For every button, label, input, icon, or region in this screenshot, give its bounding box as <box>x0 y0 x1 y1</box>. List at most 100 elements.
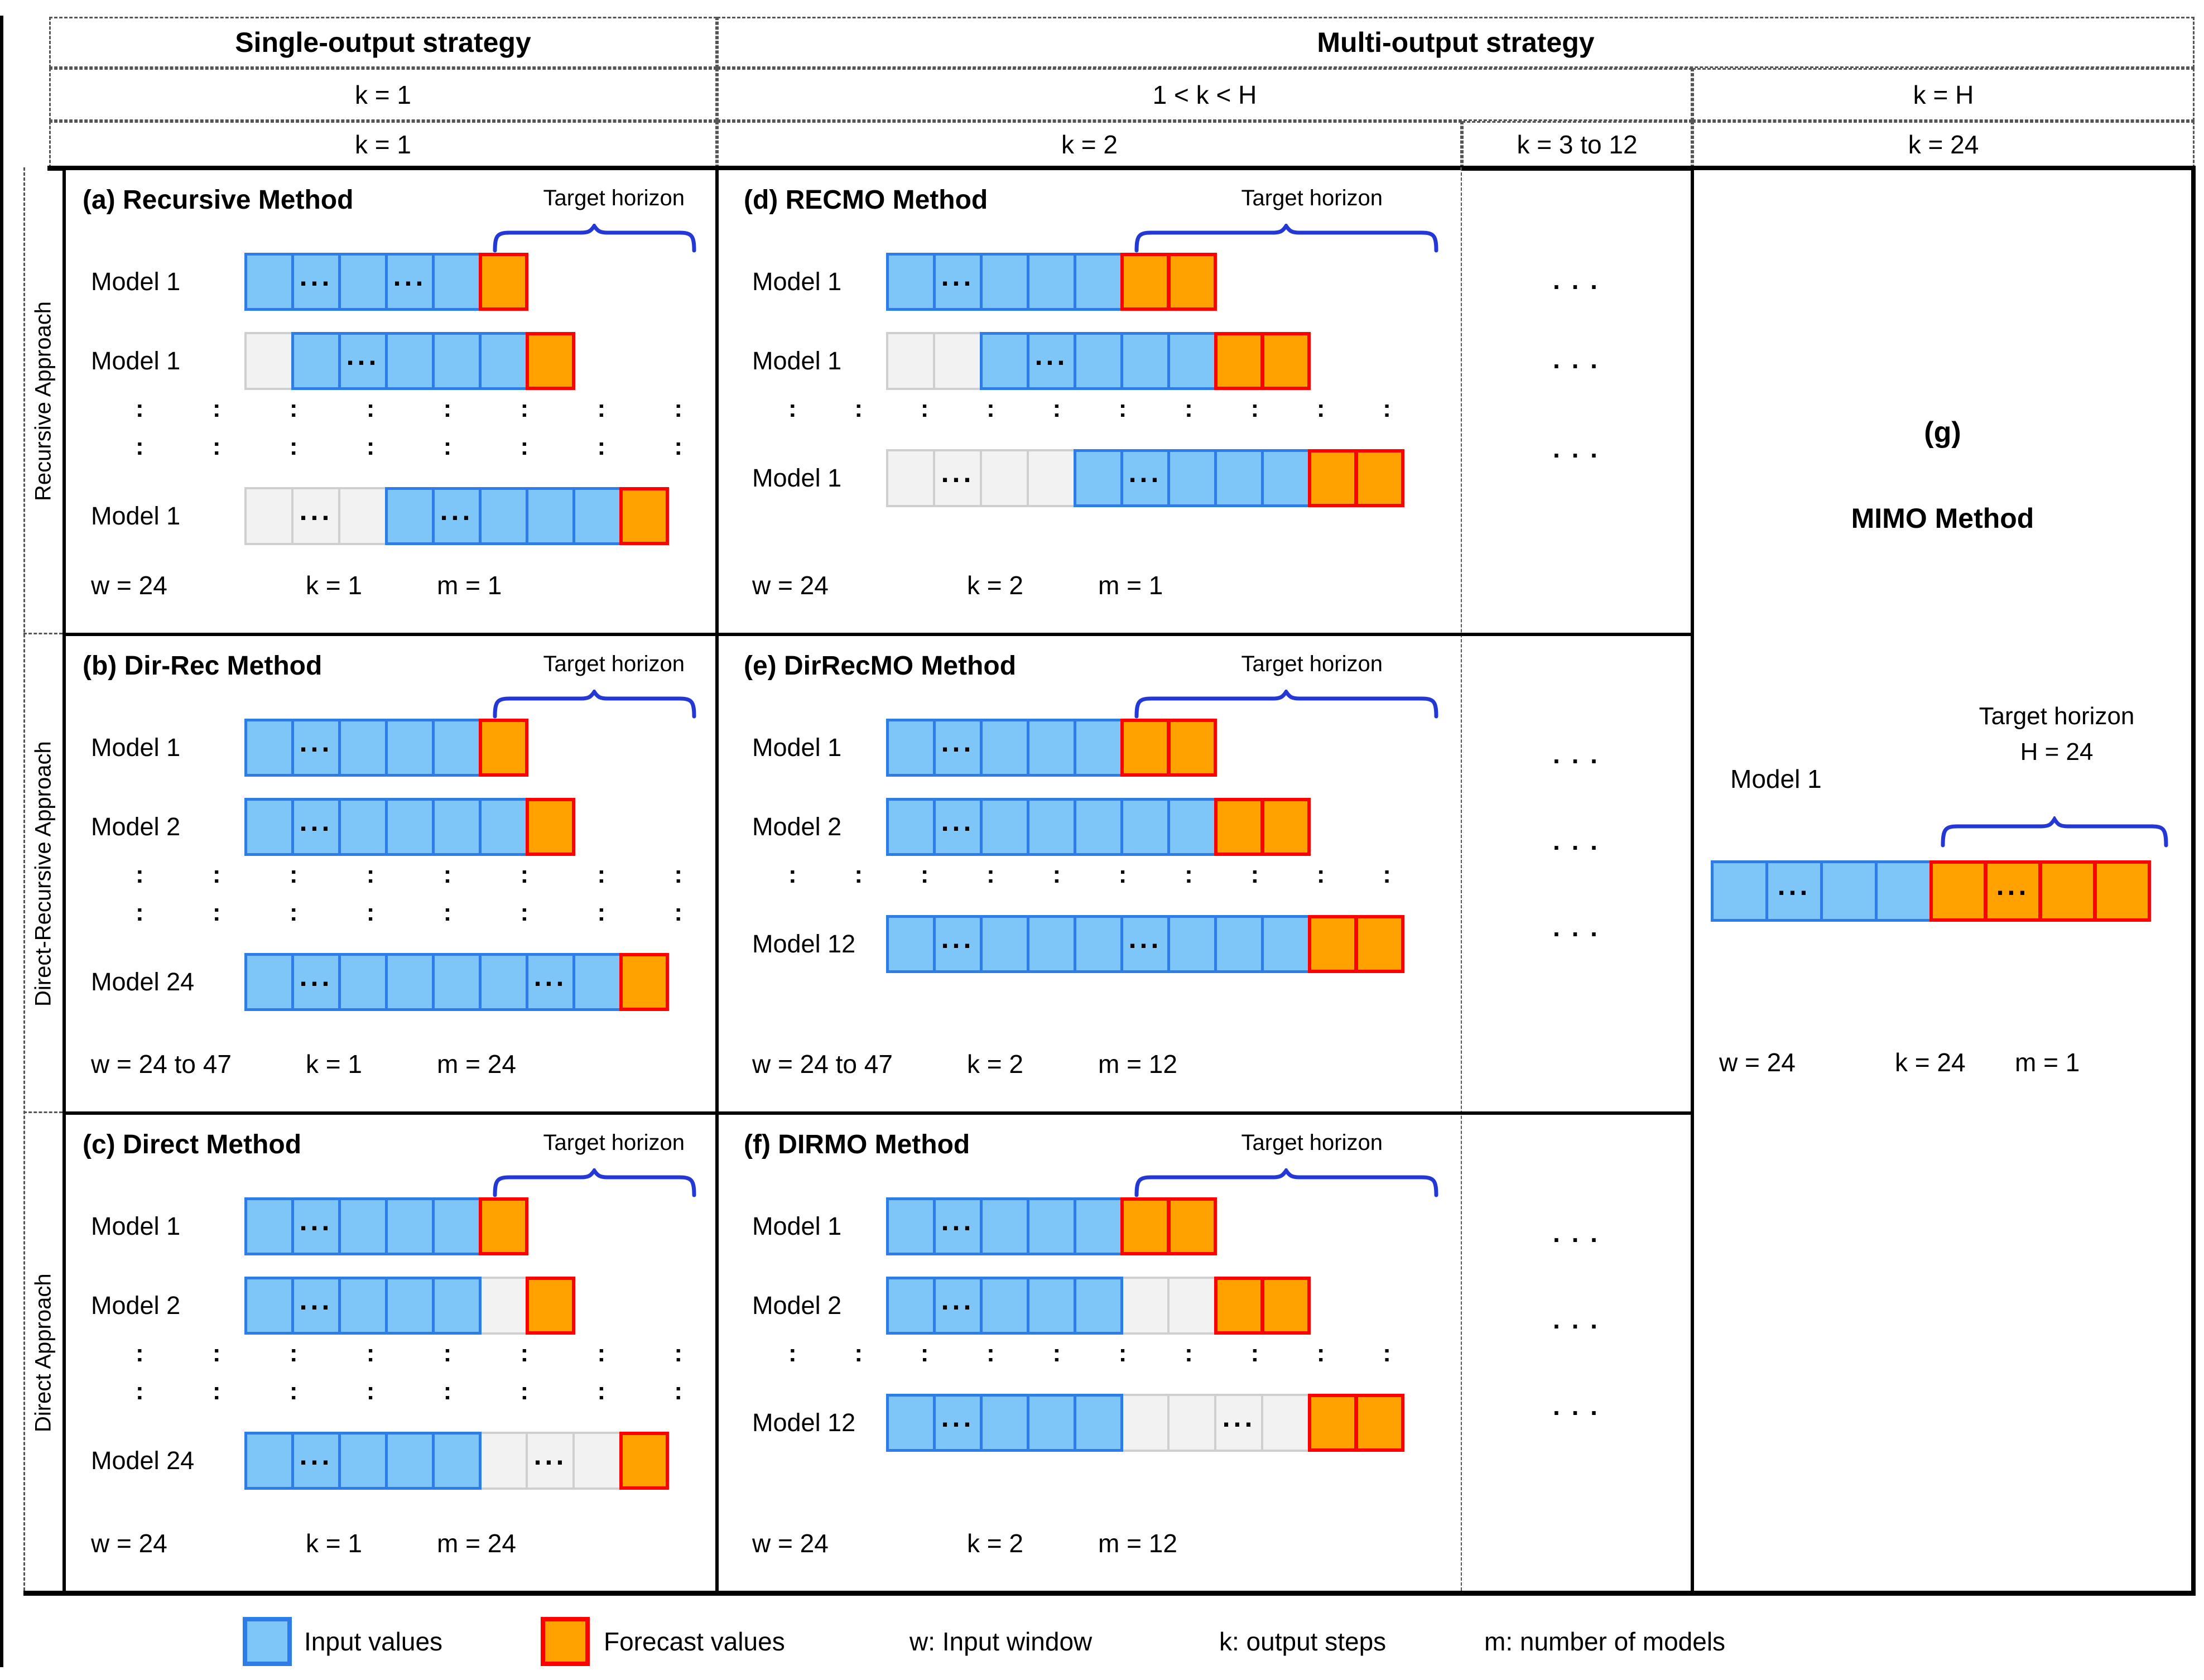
target-horizon-label: Target horizon <box>1241 186 1383 210</box>
vertical-dots-row: :::::::: <box>83 898 682 927</box>
caption-w: w = 24 to 47 <box>752 1050 893 1079</box>
vertical-dots: : <box>520 1378 529 1405</box>
vertical-dots: : <box>1185 1340 1193 1367</box>
model-label: Model 1 <box>752 267 842 296</box>
input-cell <box>1074 332 1123 390</box>
model-row: Model 12...... <box>744 915 1436 973</box>
vertical-dots: : <box>1383 861 1391 888</box>
caption-m: m = 1 <box>437 571 502 600</box>
model-label: Model 1 <box>752 1212 842 1240</box>
model-row: Model 1... <box>744 253 1436 311</box>
band-divider-2 <box>62 1111 1692 1115</box>
vertical-dots-row: :::::::: <box>83 1339 682 1368</box>
vertical-dots: : <box>136 899 144 926</box>
target-horizon-brace-row <box>744 686 1438 719</box>
input-cell: ... <box>933 719 983 777</box>
target-horizon-brace-row <box>83 686 699 719</box>
target-horizon-brace <box>493 224 696 253</box>
panel-g-mimo-method: (g) MIMO Method Model 1 Target horizon H… <box>1694 170 2191 1591</box>
input-cell <box>1027 798 1076 856</box>
vertical-dots: : <box>520 433 529 460</box>
panel-d-recmo-method: (d) RECMO Method Target horizon Model 1.… <box>719 170 1461 633</box>
vertical-dots: : <box>1052 861 1061 888</box>
input-cell: ... <box>933 1394 983 1452</box>
empty-cell <box>886 449 936 507</box>
forecast-cell <box>1355 915 1404 973</box>
empty-cell <box>1120 1277 1170 1335</box>
forecast-cell <box>1308 1394 1358 1452</box>
input-cell <box>1261 915 1311 973</box>
vertical-dots: : <box>597 433 606 460</box>
header-label: k = 1 <box>354 130 411 159</box>
vertical-dots: : <box>1383 395 1391 422</box>
forecast-cell <box>1120 719 1170 777</box>
target-horizon-brace-row <box>744 220 1438 253</box>
body-right-border <box>2191 166 2196 1596</box>
model-label: Model 1 <box>752 464 842 492</box>
empty-cell <box>933 332 983 390</box>
vertical-dots: : <box>1250 395 1259 422</box>
target-horizon-brace-row <box>1711 800 2174 853</box>
legend-input-label: Input values <box>304 1627 443 1656</box>
panel-title-row: (f) DIRMO Method Target horizon <box>744 1129 1436 1165</box>
input-cell <box>980 719 1029 777</box>
forecast-cell <box>1167 253 1217 311</box>
panel-f-dirmo-method: (f) DIRMO Method Target horizon Model 1.… <box>719 1115 1461 1591</box>
target-horizon-brace <box>493 1168 696 1197</box>
target-horizon-brace <box>493 690 696 719</box>
model-row: Model 1...... <box>83 487 699 545</box>
vertical-dots: : <box>1052 395 1061 422</box>
forecast-cell <box>526 332 575 390</box>
model-row: Model 24...... <box>83 953 699 1011</box>
body-bottom-border <box>23 1591 2195 1596</box>
input-cell: ... <box>933 1197 983 1255</box>
forecast-cell <box>1355 449 1404 507</box>
input-cell: ... <box>432 487 482 545</box>
vertical-dots: : <box>1052 1340 1061 1367</box>
model-label: Model 24 <box>91 1446 195 1475</box>
vertical-dots: : <box>986 861 995 888</box>
vertical-dots: : <box>443 1378 452 1405</box>
vertical-dots: : <box>920 395 929 422</box>
input-cell <box>1027 719 1076 777</box>
empty-cell <box>1027 449 1076 507</box>
vertical-dots: : <box>1118 395 1127 422</box>
model-label: Model 1 <box>91 267 181 296</box>
caption-w: w = 24 <box>91 1529 167 1558</box>
input-cell <box>526 487 575 545</box>
caption-w: w = 24 <box>91 571 167 600</box>
vertical-dots: : <box>674 433 682 460</box>
input-cell <box>244 953 294 1011</box>
approach-label-direct-recursive: Direct-Recursive Approach <box>31 741 56 1007</box>
input-cell <box>1027 915 1076 973</box>
input-cell <box>244 1197 294 1255</box>
timeline-bar: ... <box>244 1197 528 1255</box>
input-cell: ... <box>291 953 341 1011</box>
vertical-dots: : <box>289 1378 298 1405</box>
empty-cell: ... <box>526 1432 575 1490</box>
ellipsis: . . . <box>1553 345 1600 374</box>
caption-m: m = 12 <box>1098 1050 1177 1079</box>
legend-forecast-swatch <box>541 1617 590 1666</box>
input-cell <box>980 915 1029 973</box>
timeline-bar: ...... <box>244 1432 669 1490</box>
caption-k: k = 2 <box>967 1529 1024 1558</box>
empty-cell <box>1167 1277 1217 1335</box>
vertical-dots: : <box>1316 861 1325 888</box>
panel-title: (a) Recursive Method <box>83 185 354 215</box>
input-cell: ... <box>291 798 341 856</box>
caption-m: m = 1 <box>1098 571 1163 600</box>
label-strip-divider <box>62 166 66 1596</box>
input-cell: ... <box>291 1197 341 1255</box>
empty-cell <box>479 1432 528 1490</box>
legend-m-definition: m: number of models <box>1484 1627 1726 1656</box>
input-cell <box>1027 253 1076 311</box>
ellipsis: . . . <box>1553 1219 1600 1248</box>
vertical-dots: : <box>1316 395 1325 422</box>
timeline-bar: ... <box>244 798 575 856</box>
legend-k-definition: k: output steps <box>1219 1627 1387 1656</box>
header-k-range-1: k = 1 <box>49 68 717 121</box>
empty-cell <box>244 487 294 545</box>
forecast-cell <box>619 1432 669 1490</box>
vertical-dots: : <box>674 1340 682 1367</box>
